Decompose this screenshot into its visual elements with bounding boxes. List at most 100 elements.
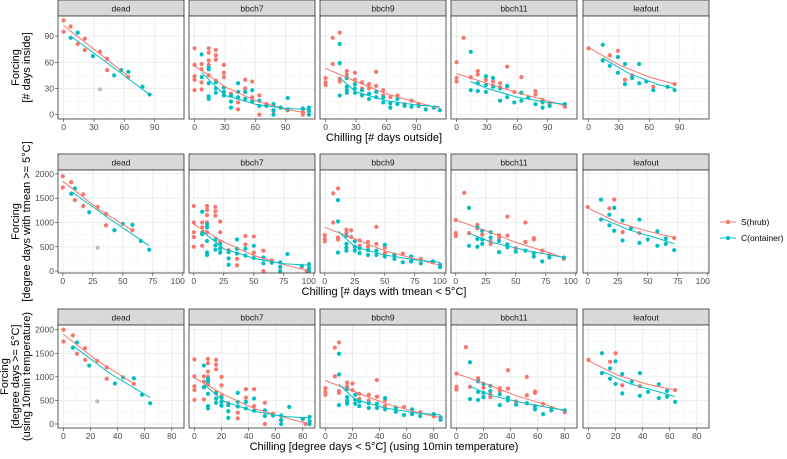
data-point-C (392, 256, 397, 262)
x-tick-label: 25 (88, 276, 98, 286)
panel-border (57, 15, 185, 120)
data-point-S (191, 234, 196, 240)
data-point-C (306, 105, 312, 110)
data-point-C (395, 96, 400, 102)
x-tick-label: 25 (350, 276, 360, 286)
x-tick-label: 60 (120, 122, 130, 132)
data-point-C (423, 107, 428, 112)
data-point-C (599, 351, 605, 356)
data-point-C (374, 401, 380, 406)
data-point-C (637, 81, 642, 86)
data-point-C (480, 241, 485, 246)
data-point-S (234, 263, 240, 268)
data-point-S (191, 220, 196, 225)
data-point-C (337, 41, 342, 47)
x-tick-label: 60 (402, 431, 412, 441)
data-point-C (651, 88, 656, 93)
x-tick-label: 0 (454, 431, 459, 441)
data-point-S (331, 191, 336, 196)
facet-strip-label: dead (112, 4, 131, 14)
x-tick-label: 0 (322, 276, 327, 286)
data-point-C (672, 248, 677, 253)
data-point-S (192, 74, 197, 79)
data-point-S (344, 68, 349, 74)
data-point-C (409, 104, 414, 109)
data-point-S (243, 242, 248, 247)
data-point-S (61, 339, 66, 344)
data-point-S (201, 397, 207, 402)
data-point-C (204, 238, 210, 244)
x-tick-label: 60 (645, 122, 655, 132)
data-point-S (607, 206, 612, 211)
data-point-S (607, 359, 613, 364)
x-tick-label: 0 (586, 431, 591, 441)
data-point-C (628, 226, 634, 231)
data-point-S (213, 204, 218, 210)
data-point-C (306, 109, 312, 114)
legend-label: S(hrub) (741, 217, 770, 227)
fit-line-C (70, 190, 150, 247)
data-point-C (219, 403, 224, 408)
data-point-C (357, 403, 362, 409)
fit-line-S (194, 377, 306, 424)
data-point-S (257, 112, 262, 117)
data-point-C (87, 210, 92, 215)
data-point-C (418, 261, 423, 266)
data-point-S (382, 245, 387, 250)
data-point-C (382, 242, 387, 247)
panel-border (57, 169, 185, 274)
facet-panel-leafout: leafout 0 20 40 60 80 (582, 308, 710, 441)
data-point-S (103, 223, 109, 228)
facet-panel-bbch7: bbch7 0 25 50 75 100 (188, 153, 316, 286)
data-point-C (400, 260, 405, 265)
data-point-C (278, 268, 283, 274)
facet-strip-label: bbch7 (240, 4, 263, 14)
data-point-S (243, 233, 248, 239)
x-tick-label: 0 (60, 276, 65, 286)
data-point-S (251, 234, 256, 239)
data-point-S (374, 378, 380, 383)
data-point-C (393, 409, 398, 414)
fit-line-C (203, 384, 310, 419)
data-point-C (306, 262, 312, 267)
data-point-C (655, 243, 660, 248)
data-point-S (323, 75, 328, 81)
data-point-S (454, 75, 459, 81)
data-point-S (400, 251, 405, 256)
data-point-S (205, 369, 211, 374)
data-point-S (262, 400, 267, 405)
panel-background (583, 16, 709, 119)
data-point-S (673, 387, 678, 393)
data-point-S (221, 62, 227, 67)
data-point-C (287, 404, 292, 410)
data-point-C (205, 391, 211, 396)
x-tick-label: 100 (433, 276, 447, 286)
y-tick-label: 1500 (35, 193, 54, 203)
data-point-C (374, 248, 379, 253)
data-point-C (607, 376, 613, 381)
data-point-C (75, 30, 80, 35)
data-point-C (243, 399, 249, 404)
data-point-S (235, 107, 241, 112)
data-point-S (344, 227, 349, 232)
data-point-C (213, 396, 219, 401)
data-point-C (300, 106, 305, 111)
x-tick-label: 50 (249, 276, 259, 286)
data-point-S (199, 80, 204, 85)
data-point-C (664, 388, 670, 394)
data-point-C (199, 75, 204, 80)
data-point-S (651, 84, 656, 89)
data-point-S (82, 357, 88, 362)
data-point-S (191, 244, 196, 249)
facet-strip-label: bbch7 (240, 313, 263, 323)
data-point-C (496, 238, 502, 244)
x-axis-title: Chilling [# days with tmean < 5°C] (302, 286, 467, 298)
data-point-C (201, 385, 207, 390)
x-tick-label: 0 (192, 122, 197, 132)
data-point-S (250, 95, 255, 100)
x-tick-label: 0 (323, 122, 328, 132)
panel-border (188, 169, 316, 274)
data-point-C (243, 89, 248, 95)
facet-strip-label: leafout (633, 4, 659, 14)
data-point-C (664, 394, 670, 399)
